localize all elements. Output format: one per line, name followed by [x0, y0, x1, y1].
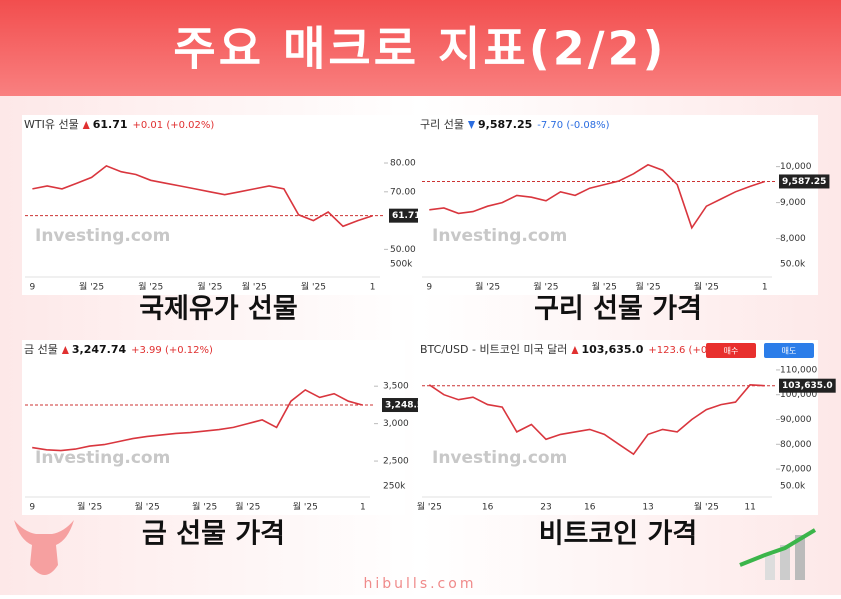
direction-arrow: [467, 121, 475, 129]
change: +0.01 (+0.02%): [133, 120, 215, 131]
last-price-box: [779, 174, 830, 189]
x-tick-label: 1: [360, 503, 366, 513]
x-tick-label: 월 '25: [694, 281, 719, 293]
volume-label: 500k: [390, 260, 413, 270]
watermark: Investing.com: [35, 226, 170, 246]
x-tick-label: 월 '25: [235, 501, 260, 513]
price: 103,635.0: [581, 343, 643, 356]
x-tick-label: 월 '25: [417, 501, 442, 513]
y-tick-label: 2,500: [383, 457, 409, 467]
chart-title: BTC/USD - 비트코인 미국 달러: [420, 343, 567, 356]
y-tick-label: 70.00: [390, 187, 416, 197]
trade-button-label: 매도: [782, 347, 797, 356]
y-tick-label: 90,000: [780, 415, 812, 425]
x-tick-label: 1: [762, 283, 768, 293]
trade-button[interactable]: [706, 343, 756, 358]
growth-icon: [739, 528, 817, 580]
last-price-box: [389, 208, 424, 223]
chart-panel: BTC/USD - 비트코인 미국 달러 103,635.0 +123.6 (+0.…: [417, 340, 836, 515]
chart-panel: 구리 선물 9,587.25 -7.70 (-0.08%) Investing.com…: [418, 115, 830, 295]
y-tick-label: 9,000: [780, 198, 806, 208]
chart-caption: 국제유가 선물: [139, 294, 297, 325]
price-line: [429, 163, 765, 230]
x-tick-label: 월 '25: [694, 501, 719, 513]
panel-bg: [22, 340, 405, 515]
y-tick-label: 3,000: [383, 419, 409, 429]
x-tick-label: 월 '25: [592, 281, 617, 293]
last-price-label: 3,248.59: [385, 401, 429, 411]
price-line: [32, 164, 373, 228]
x-tick-label: 월 '25: [533, 281, 558, 293]
direction-arrow: [82, 121, 90, 129]
volume-label: 50.0k: [780, 482, 806, 492]
x-tick-label: 월 '25: [197, 281, 222, 293]
x-tick-label: 월 '25: [636, 281, 661, 293]
chart-caption: 금 선물 가격: [142, 519, 285, 550]
chart-caption: 비트코인 가격: [539, 519, 697, 550]
last-price-label: 103,635.0: [782, 381, 833, 391]
direction-arrow: [571, 346, 579, 354]
y-tick-label: 70,000: [780, 465, 812, 475]
x-tick-label: 9: [426, 283, 432, 293]
chart-panel: WTI유 선물 61.71 +0.01 (+0.02%) Investing.com 5…: [22, 115, 424, 295]
change: +123.6 (+0.12%): [648, 345, 736, 356]
chart-title: WTI유 선물: [24, 118, 79, 131]
x-tick-label: 월 '25: [301, 281, 326, 293]
last-price-box: [779, 378, 836, 393]
watermark: Investing.com: [432, 448, 567, 468]
x-tick-label: 월 '25: [242, 281, 267, 293]
x-tick-label: 월 '25: [475, 281, 500, 293]
change: -7.70 (-0.08%): [537, 120, 609, 131]
trade-button[interactable]: [764, 343, 814, 358]
x-tick-label: 월 '25: [79, 281, 104, 293]
y-tick-label: 10,000: [780, 162, 812, 172]
price: 3,247.74: [72, 343, 127, 356]
panel-bg: [22, 115, 415, 295]
direction-arrow: [61, 346, 69, 354]
y-tick-label: 80,000: [780, 440, 812, 450]
volume-label: 50.0k: [780, 260, 806, 270]
price: 9,587.25: [478, 118, 532, 131]
trade-button-label: 매수: [724, 347, 739, 356]
x-tick-label: 월 '25: [192, 501, 217, 513]
x-tick-label: 9: [30, 283, 36, 293]
chart-title: 금 선물: [24, 343, 58, 356]
price-line: [428, 383, 765, 456]
watermark: Investing.com: [432, 226, 567, 246]
last-price-label: 61.71: [392, 211, 420, 221]
x-tick-label: 월 '25: [77, 501, 102, 513]
y-tick-label: 50.00: [390, 245, 416, 255]
y-tick-label: 110,000: [780, 365, 817, 375]
y-tick-label: 80.00: [390, 159, 416, 169]
change: +3.99 (+0.12%): [131, 345, 213, 356]
watermark: Investing.com: [35, 448, 170, 468]
x-tick-label: 월 '25: [293, 501, 318, 513]
chart-caption: 구리 선물 가격: [534, 294, 702, 325]
x-tick-label: 월 '25: [135, 501, 160, 513]
price-line: [32, 388, 364, 452]
title-banner: [0, 0, 841, 96]
volume-label: 250k: [383, 482, 406, 492]
y-tick-label: 100,000: [780, 390, 817, 400]
x-tick-label: 23: [540, 503, 551, 513]
chart-title: 구리 선물: [420, 118, 464, 131]
x-tick-label: 16: [584, 503, 596, 513]
x-tick-label: 13: [642, 503, 653, 513]
last-price-label: 9,587.25: [782, 177, 826, 187]
price: 61.71: [93, 118, 128, 131]
x-tick-label: 월 '25: [138, 281, 163, 293]
x-tick-label: 9: [29, 503, 35, 513]
panel-bg: [418, 340, 818, 515]
x-tick-label: 11: [744, 503, 755, 513]
panel-bg: [418, 115, 818, 295]
y-tick-label: 8,000: [780, 234, 806, 244]
x-tick-label: 1: [370, 283, 376, 293]
x-tick-label: 16: [482, 503, 494, 513]
slide-title: 주요 매크로 지표(2/2): [173, 22, 666, 76]
footer: hibulls.com: [364, 576, 477, 592]
chart-panel: 금 선물 3,247.74 +3.99 (+0.12%) Investing.com 2…: [22, 340, 433, 515]
y-tick-label: 3,500: [383, 382, 409, 392]
bull-icon: [14, 520, 74, 575]
